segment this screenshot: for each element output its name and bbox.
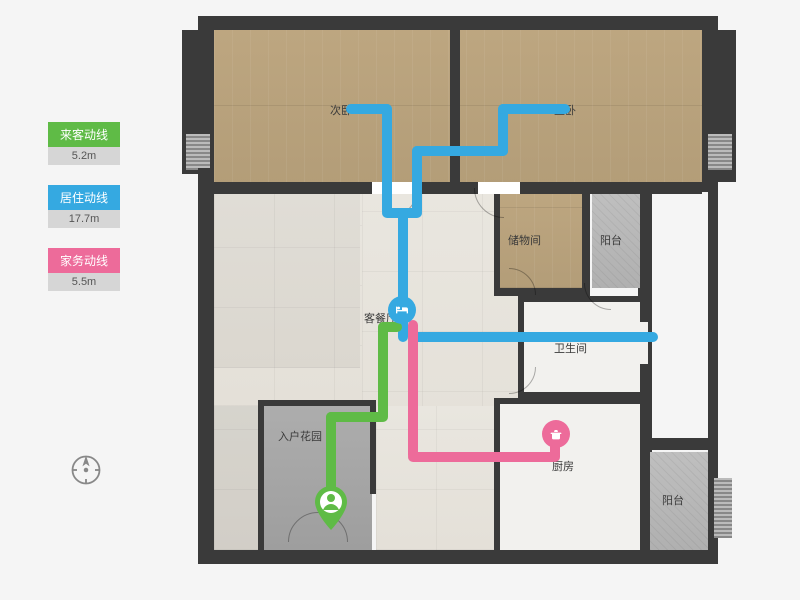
- living-route: [498, 104, 570, 114]
- wall: [198, 168, 214, 564]
- living-route: [408, 332, 658, 342]
- wall: [450, 30, 460, 186]
- legend-guest-label: 来客动线: [48, 122, 120, 147]
- floorplan: 次卧 主卧 储物间 阳台 卫生间 厨房 阳台 入户花园 客餐厅: [182, 8, 736, 564]
- balcony-rail: [186, 134, 210, 170]
- legend-chore-label: 家务动线: [48, 248, 120, 273]
- legend-item-living: 居住动线 17.7m: [48, 185, 120, 228]
- wall: [494, 288, 590, 296]
- guest-route: [326, 412, 386, 422]
- legend: 来客动线 5.2m 居住动线 17.7m 家务动线 5.5m: [48, 122, 120, 311]
- corridor-floor: [376, 406, 494, 550]
- living-route: [382, 104, 392, 216]
- chore-route: [408, 320, 418, 460]
- wall: [518, 296, 642, 302]
- living-room-floor-b: [214, 194, 360, 368]
- bed-icon: [388, 296, 416, 324]
- bathroom-label: 卫生间: [554, 340, 587, 356]
- legend-item-guest: 来客动线 5.2m: [48, 122, 120, 165]
- balcony-bottom-label: 阳台: [662, 492, 684, 508]
- storage-label: 储物间: [508, 232, 541, 248]
- living-route: [412, 146, 508, 156]
- living-route: [412, 146, 422, 216]
- legend-living-value: 17.7m: [48, 210, 120, 228]
- side-strip: [214, 406, 258, 550]
- legend-living-label: 居住动线: [48, 185, 120, 210]
- door-opening: [634, 322, 648, 364]
- wall: [258, 400, 264, 550]
- wall: [582, 194, 590, 296]
- person-pin-icon: [314, 486, 348, 530]
- wall: [494, 398, 500, 550]
- balcony-rail: [708, 134, 732, 170]
- wall: [198, 16, 718, 30]
- legend-item-chore: 家务动线 5.5m: [48, 248, 120, 291]
- entry-garden-label: 入户花园: [278, 428, 322, 444]
- guest-route: [378, 322, 388, 422]
- pot-icon: [542, 420, 570, 448]
- living-route: [346, 104, 392, 114]
- legend-guest-value: 5.2m: [48, 147, 120, 165]
- legend-chore-value: 5.5m: [48, 273, 120, 291]
- wall: [494, 398, 642, 404]
- chore-route: [408, 452, 558, 462]
- balcony-rail: [714, 478, 732, 538]
- wall: [258, 400, 376, 406]
- kitchen-floor: [498, 402, 640, 550]
- wall: [638, 438, 718, 450]
- compass-icon: [68, 452, 104, 488]
- balcony-top-label: 阳台: [600, 232, 622, 248]
- living-route: [398, 208, 408, 308]
- wall: [638, 550, 718, 564]
- wall: [214, 182, 702, 194]
